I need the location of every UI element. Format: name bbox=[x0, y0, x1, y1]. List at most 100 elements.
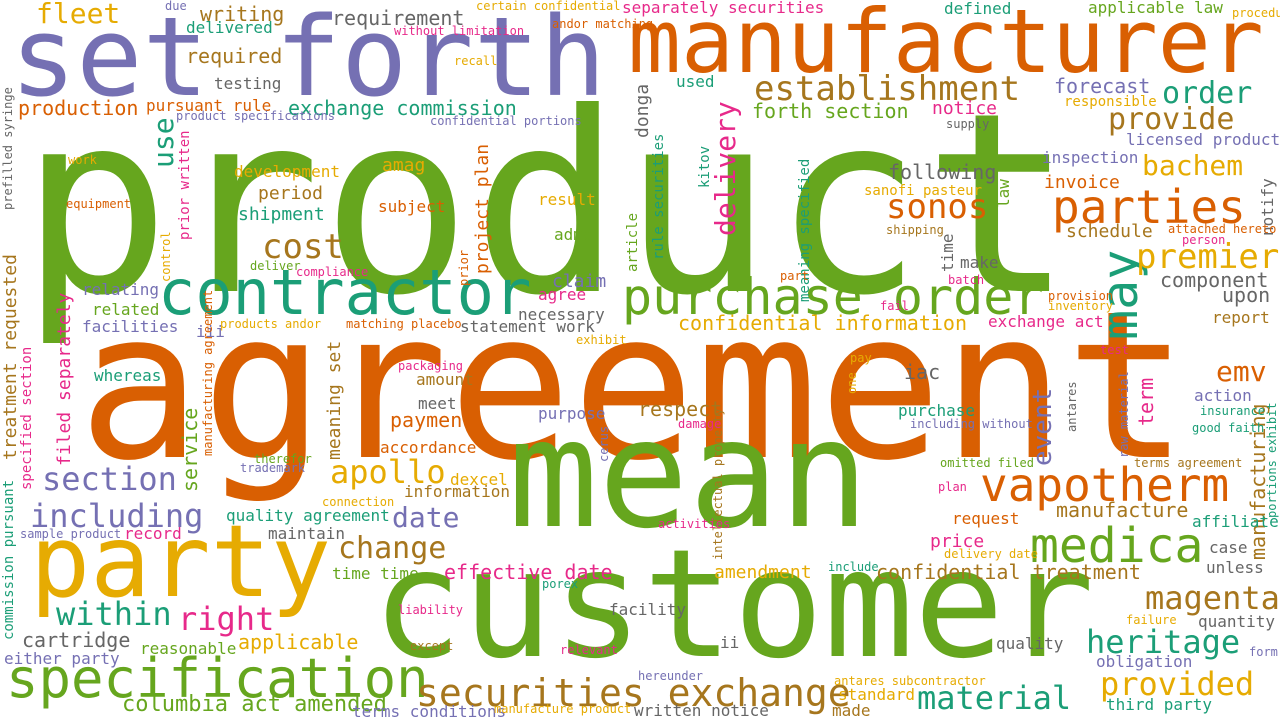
cloud-word: columbia act amended bbox=[122, 692, 387, 717]
cloud-word: forth section bbox=[752, 99, 909, 123]
cloud-word: raw material bbox=[1117, 371, 1131, 458]
cloud-word: maintain bbox=[268, 524, 346, 543]
cloud-word: antares subcontractor bbox=[834, 674, 986, 688]
cloud-word: quality agreement bbox=[226, 506, 390, 525]
cloud-word: set forth bbox=[10, 0, 607, 121]
cloud-word: medica bbox=[1030, 518, 1204, 574]
cloud-word: establishment bbox=[754, 69, 1021, 109]
cloud-word: mean bbox=[508, 388, 870, 562]
cloud-word: component bbox=[1160, 268, 1269, 292]
cloud-word: purpose bbox=[538, 404, 606, 423]
cloud-word: procedure bbox=[1232, 6, 1280, 20]
cloud-word: request bbox=[952, 509, 1020, 528]
cloud-word: insurance bbox=[1200, 404, 1266, 418]
cloud-word: following bbox=[888, 160, 997, 184]
cloud-word: party bbox=[30, 503, 332, 620]
cloud-word: terms agreement bbox=[1134, 456, 1243, 470]
cloud-word: written notice bbox=[634, 701, 769, 720]
cloud-word: products andor bbox=[220, 317, 322, 331]
cloud-word: including without bbox=[910, 417, 1033, 431]
cloud-word: facility bbox=[609, 600, 687, 619]
cloud-word: relevant bbox=[560, 643, 618, 657]
cloud-word: meet bbox=[418, 394, 457, 413]
cloud-word: unless bbox=[1206, 558, 1264, 577]
cloud-word: cost bbox=[262, 227, 344, 267]
cloud-word: porex bbox=[542, 577, 579, 591]
cloud-word: hereunder bbox=[638, 669, 704, 683]
cloud-word: applicable law bbox=[1088, 0, 1223, 17]
cloud-word: prior bbox=[457, 249, 471, 286]
cloud-word: meaning set bbox=[324, 340, 345, 460]
cloud-word: accordance bbox=[380, 438, 477, 457]
cloud-word: apollo bbox=[330, 453, 446, 491]
cloud-word: intellectual property bbox=[711, 408, 725, 560]
cloud-word: statement work bbox=[460, 317, 595, 336]
cloud-word: equipment bbox=[66, 197, 132, 211]
cloud-word: effective date bbox=[444, 560, 613, 584]
cloud-word: confidential treatment bbox=[876, 560, 1141, 584]
cloud-word: attached hereto bbox=[1168, 222, 1277, 236]
cloud-word: provide bbox=[1108, 102, 1235, 137]
cloud-word: production bbox=[18, 96, 139, 120]
cloud-word: packaging bbox=[398, 359, 464, 373]
cloud-word: separately securities bbox=[622, 0, 825, 17]
cloud-word: donga bbox=[632, 83, 653, 138]
cloud-word: person bbox=[1182, 233, 1226, 247]
cloud-word: use bbox=[147, 117, 180, 168]
cloud-word: ii bbox=[720, 633, 740, 652]
cloud-word: period bbox=[258, 183, 324, 204]
cloud-word: case bbox=[1209, 538, 1248, 557]
cloud-word: development bbox=[234, 162, 340, 181]
cloud-word: law bbox=[994, 179, 1013, 208]
cloud-word: amag bbox=[382, 155, 426, 176]
cloud-word: dexcel bbox=[450, 470, 508, 489]
cloud-word: make bbox=[960, 253, 999, 272]
cloud-word: failure bbox=[1126, 613, 1177, 627]
cloud-word: terms conditions bbox=[352, 702, 507, 720]
cloud-word: upon bbox=[1222, 283, 1271, 307]
cloud-word: pursuant rule bbox=[146, 96, 272, 115]
cloud-word: sanofi pasteur bbox=[864, 183, 983, 199]
cloud-word: agreement bbox=[78, 268, 1189, 506]
cloud-word: fleet bbox=[36, 0, 121, 30]
cloud-word: quality bbox=[996, 634, 1064, 653]
cloud-word: record bbox=[124, 524, 182, 543]
cloud-word: portions exhibit bbox=[1265, 402, 1279, 518]
cloud-word: confidential portions bbox=[430, 114, 582, 128]
cloud-word: trademark bbox=[240, 461, 306, 475]
cloud-word: specified section bbox=[19, 346, 35, 490]
cloud-word: deliver bbox=[250, 259, 301, 273]
cloud-word: andor matching bbox=[552, 17, 654, 31]
cloud-word: quantity bbox=[1198, 612, 1276, 631]
cloud-word: amendment bbox=[714, 562, 812, 583]
cloud-word: third party bbox=[1106, 695, 1212, 714]
cloud-word: filed separately bbox=[54, 292, 75, 466]
cloud-word: exchange commission bbox=[288, 96, 517, 120]
cloud-word: affiliate bbox=[1192, 512, 1279, 531]
cloud-word: customer bbox=[372, 518, 1095, 692]
cloud-word: test bbox=[1100, 343, 1129, 357]
cloud-word: sample product bbox=[20, 527, 122, 541]
cloud-word: fail bbox=[880, 299, 909, 313]
cloud-word: result bbox=[538, 190, 596, 209]
cloud-word: right bbox=[178, 600, 275, 638]
cloud-word: date bbox=[392, 501, 460, 534]
cloud-word: bachem bbox=[1142, 149, 1244, 182]
cloud-word: delivery date bbox=[944, 547, 1038, 561]
cloud-word: licensed product bbox=[1126, 130, 1280, 149]
cloud-word: standard bbox=[838, 685, 916, 704]
cloud-word: service bbox=[178, 407, 202, 492]
cloud-word: testing bbox=[214, 74, 282, 93]
cloud-word: adma bbox=[554, 225, 593, 244]
cloud-word: requirement bbox=[332, 6, 465, 30]
cloud-word: compliance bbox=[296, 265, 369, 279]
cloud-word: prefilled syringe bbox=[1, 87, 15, 210]
cloud-word: contractor bbox=[158, 256, 532, 329]
cloud-word: liability bbox=[398, 603, 464, 617]
cloud-word: commission pursuant bbox=[1, 479, 17, 640]
cloud-word: schedule bbox=[1066, 221, 1153, 242]
cloud-word: activities bbox=[658, 517, 731, 531]
cloud-word: heritage bbox=[1086, 623, 1241, 661]
cloud-word: supply bbox=[946, 117, 990, 131]
cloud-word: payment bbox=[390, 408, 475, 432]
